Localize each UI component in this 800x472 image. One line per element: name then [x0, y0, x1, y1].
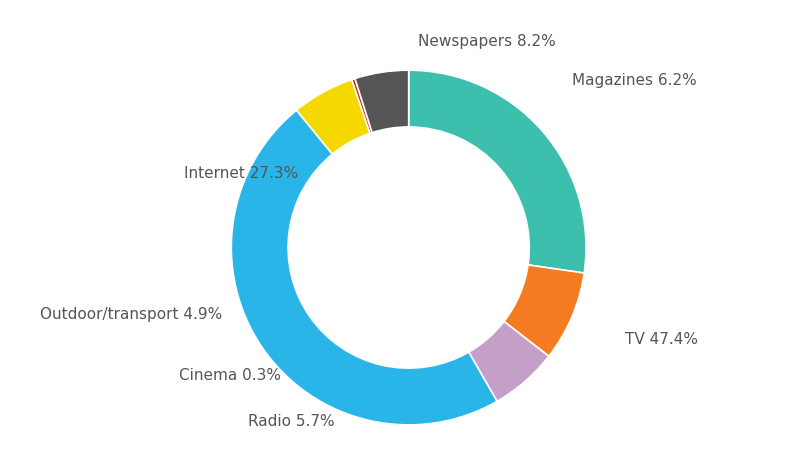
Text: Newspapers 8.2%: Newspapers 8.2% [418, 34, 555, 49]
Text: Radio 5.7%: Radio 5.7% [247, 414, 334, 429]
Text: Cinema 0.3%: Cinema 0.3% [179, 368, 281, 383]
Text: Outdoor/transport 4.9%: Outdoor/transport 4.9% [40, 307, 222, 322]
Text: Internet 27.3%: Internet 27.3% [185, 166, 298, 180]
Wedge shape [297, 80, 370, 154]
Wedge shape [504, 265, 584, 356]
Wedge shape [409, 70, 586, 273]
Text: Magazines 6.2%: Magazines 6.2% [572, 73, 697, 88]
Wedge shape [352, 78, 372, 133]
Wedge shape [231, 110, 497, 425]
Wedge shape [469, 321, 549, 401]
Wedge shape [355, 70, 409, 133]
Text: TV 47.4%: TV 47.4% [625, 332, 698, 347]
